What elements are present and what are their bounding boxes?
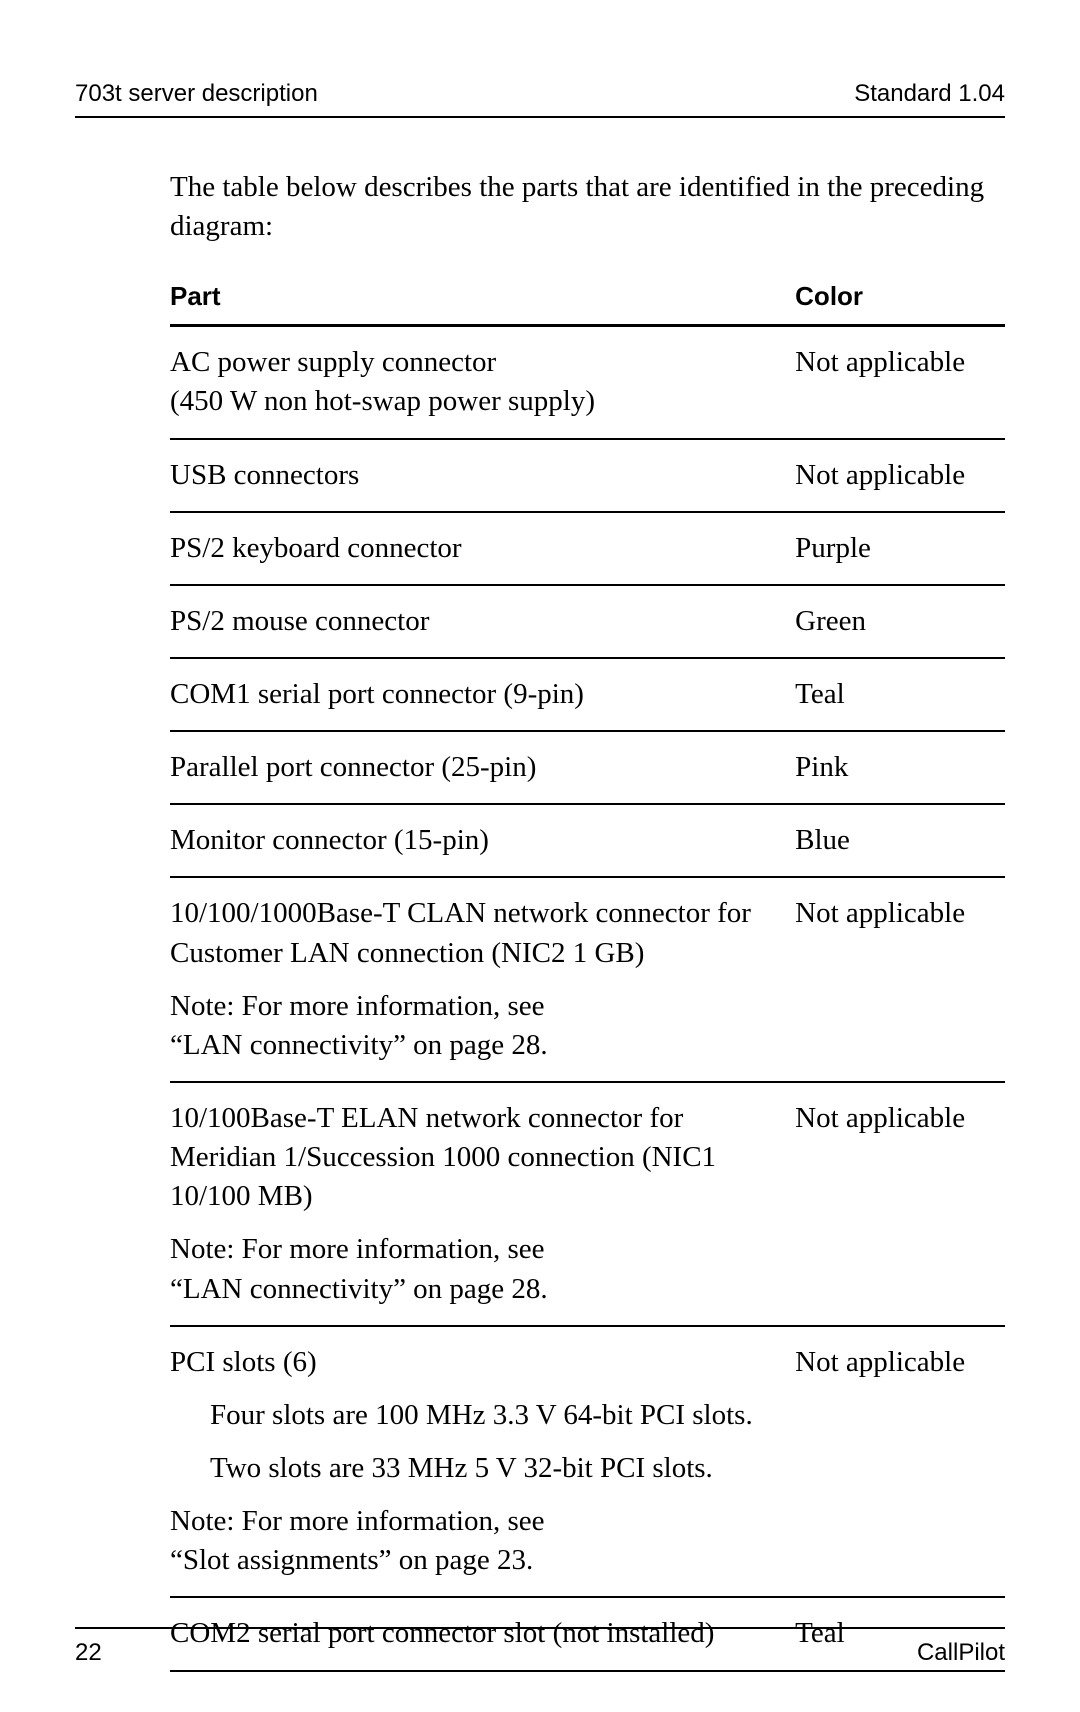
page-number: 22 <box>75 1639 102 1667</box>
cell-part: PS/2 keyboard connector <box>170 529 795 568</box>
col-header-part: Part <box>170 281 795 312</box>
header-right: Standard 1.04 <box>854 80 1005 108</box>
page-footer: 22 CallPilot <box>75 1627 1005 1667</box>
table-row: USB connectorsNot applicable <box>170 440 1005 513</box>
header-left: 703t server description <box>75 80 318 108</box>
cell-part: Monitor connector (15-pin) <box>170 821 795 860</box>
cell-color: Pink <box>795 748 1005 787</box>
cell-part: COM1 serial port connector (9-pin) <box>170 675 795 714</box>
cell-color: Not applicable <box>795 456 1005 495</box>
table-row: PS/2 mouse connectorGreen <box>170 586 1005 659</box>
page-header: 703t server description Standard 1.04 <box>75 80 1005 118</box>
table-row: AC power supply connector(450 W non hot-… <box>170 327 1005 439</box>
cell-color: Not applicable <box>795 1343 1005 1581</box>
table-row: 10/100Base-T ELAN network connector for … <box>170 1083 1005 1327</box>
table-row: COM1 serial port connector (9-pin)Teal <box>170 659 1005 732</box>
cell-part: PS/2 mouse connector <box>170 602 795 641</box>
cell-color: Not applicable <box>795 1099 1005 1309</box>
col-header-color: Color <box>795 281 1005 312</box>
parts-table: Part Color AC power supply connector(450… <box>170 281 1005 1671</box>
table-row: PCI slots (6)Four slots are 100 MHz 3.3 … <box>170 1327 1005 1599</box>
cell-part: 10/100Base-T ELAN network connector for … <box>170 1099 795 1309</box>
cell-color: Green <box>795 602 1005 641</box>
table-row: PS/2 keyboard connectorPurple <box>170 513 1005 586</box>
table-row: Monitor connector (15-pin)Blue <box>170 805 1005 878</box>
cell-color: Teal <box>795 675 1005 714</box>
table-header: Part Color <box>170 281 1005 327</box>
cell-part: 10/100/1000Base-T CLAN network connector… <box>170 894 795 1065</box>
cell-color: Not applicable <box>795 894 1005 1065</box>
footer-right: CallPilot <box>917 1639 1005 1667</box>
cell-part: PCI slots (6)Four slots are 100 MHz 3.3 … <box>170 1343 795 1581</box>
cell-part: AC power supply connector(450 W non hot-… <box>170 343 795 421</box>
cell-part: USB connectors <box>170 456 795 495</box>
cell-color: Purple <box>795 529 1005 568</box>
cell-color: Blue <box>795 821 1005 860</box>
cell-color: Not applicable <box>795 343 1005 421</box>
table-row: 10/100/1000Base-T CLAN network connector… <box>170 878 1005 1083</box>
table-row: Parallel port connector (25-pin)Pink <box>170 732 1005 805</box>
cell-part: Parallel port connector (25-pin) <box>170 748 795 787</box>
page: 703t server description Standard 1.04 Th… <box>0 0 1080 1712</box>
table-body: AC power supply connector(450 W non hot-… <box>170 327 1005 1671</box>
intro-text: The table below describes the parts that… <box>170 168 990 246</box>
